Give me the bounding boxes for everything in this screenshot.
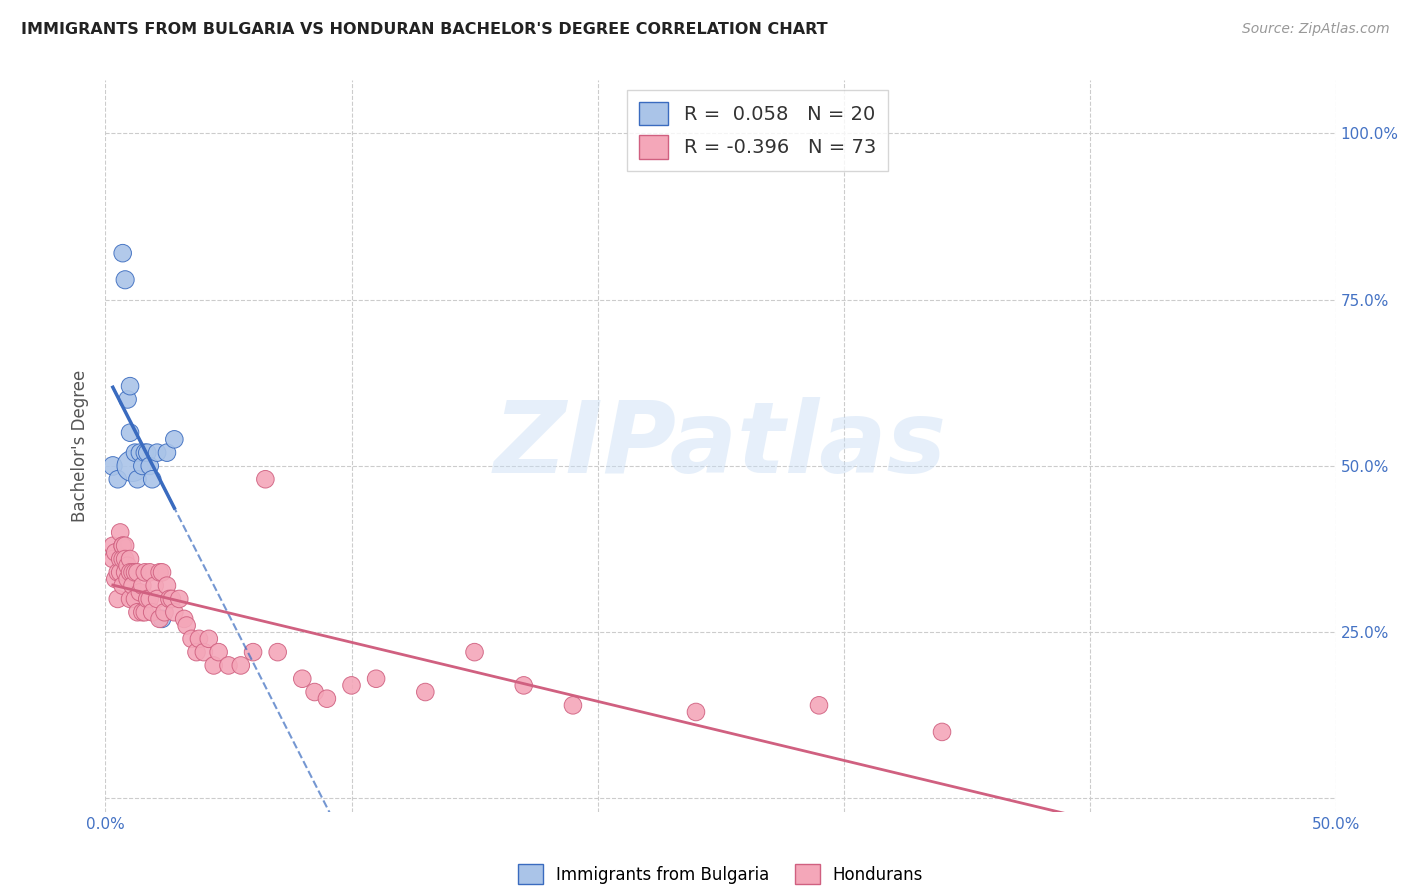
Point (127, 605, 149, 619)
Point (153, 605, 176, 619)
Point (124, 566, 146, 580)
Point (254, 472, 277, 486)
Point (131, 458, 153, 473)
Point (131, 605, 153, 619)
Point (180, 632, 202, 646)
Text: Source: ZipAtlas.com: Source: ZipAtlas.com (1241, 22, 1389, 37)
Point (562, 698, 585, 713)
Point (513, 678, 536, 692)
Point (129, 585, 152, 599)
Point (464, 645, 486, 659)
Point (136, 591, 159, 606)
Point (340, 678, 363, 692)
Point (117, 558, 139, 573)
Point (136, 445, 159, 459)
Point (114, 273, 136, 287)
Point (117, 572, 139, 586)
Point (120, 425, 141, 440)
Point (415, 685, 437, 699)
Point (163, 433, 186, 447)
Point (160, 591, 183, 606)
Point (176, 618, 198, 632)
Point (149, 612, 172, 626)
Point (107, 566, 129, 580)
Point (208, 645, 231, 659)
Point (124, 445, 146, 459)
Point (146, 445, 169, 459)
Point (138, 591, 162, 606)
Point (931, 725, 953, 739)
Point (366, 672, 388, 686)
Point (267, 645, 290, 659)
Point (114, 539, 136, 553)
Point (218, 658, 240, 673)
Point (186, 645, 208, 659)
Point (129, 445, 152, 459)
Point (242, 645, 264, 659)
Point (114, 552, 136, 566)
Point (159, 591, 180, 606)
Point (110, 525, 132, 540)
Point (110, 566, 132, 580)
Point (138, 458, 162, 473)
Point (138, 566, 162, 580)
Text: ZIPatlas: ZIPatlas (494, 398, 948, 494)
Point (101, 552, 124, 566)
Point (111, 579, 134, 593)
Point (127, 472, 149, 486)
Point (104, 545, 127, 559)
Point (156, 579, 179, 593)
Point (304, 685, 326, 699)
Text: IMMIGRANTS FROM BULGARIA VS HONDURAN BACHELOR'S DEGREE CORRELATION CHART: IMMIGRANTS FROM BULGARIA VS HONDURAN BAC… (21, 22, 828, 37)
Point (229, 658, 252, 673)
Point (134, 605, 156, 619)
Point (141, 605, 163, 619)
Point (111, 539, 134, 553)
Point (173, 612, 195, 626)
Point (134, 445, 156, 459)
Legend: Immigrants from Bulgaria, Hondurans: Immigrants from Bulgaria, Hondurans (512, 857, 929, 891)
Point (101, 539, 124, 553)
Point (120, 379, 141, 393)
Point (143, 579, 166, 593)
Point (150, 612, 173, 626)
Point (111, 539, 134, 553)
Point (197, 632, 221, 646)
Point (315, 691, 337, 706)
Point (131, 579, 153, 593)
Point (685, 705, 707, 719)
Point (188, 632, 211, 646)
Point (111, 552, 134, 566)
Point (120, 566, 141, 580)
Point (169, 591, 191, 606)
Point (101, 458, 124, 473)
Point (807, 698, 830, 713)
Point (120, 552, 141, 566)
Point (141, 472, 163, 486)
Point (291, 672, 314, 686)
Point (134, 566, 156, 580)
Point (114, 566, 136, 580)
Point (104, 572, 127, 586)
Point (146, 591, 169, 606)
Y-axis label: Bachelor's Degree: Bachelor's Degree (72, 370, 90, 522)
Point (124, 591, 146, 606)
Point (110, 552, 132, 566)
Point (107, 472, 129, 486)
Point (121, 579, 143, 593)
Point (117, 392, 139, 407)
Point (193, 645, 215, 659)
Point (163, 605, 186, 619)
Point (150, 566, 173, 580)
Point (156, 445, 179, 459)
Point (121, 458, 143, 473)
Point (121, 566, 143, 580)
Point (120, 591, 141, 606)
Point (111, 246, 134, 260)
Point (127, 566, 149, 580)
Point (149, 566, 172, 580)
Point (202, 658, 225, 673)
Point (107, 591, 129, 606)
